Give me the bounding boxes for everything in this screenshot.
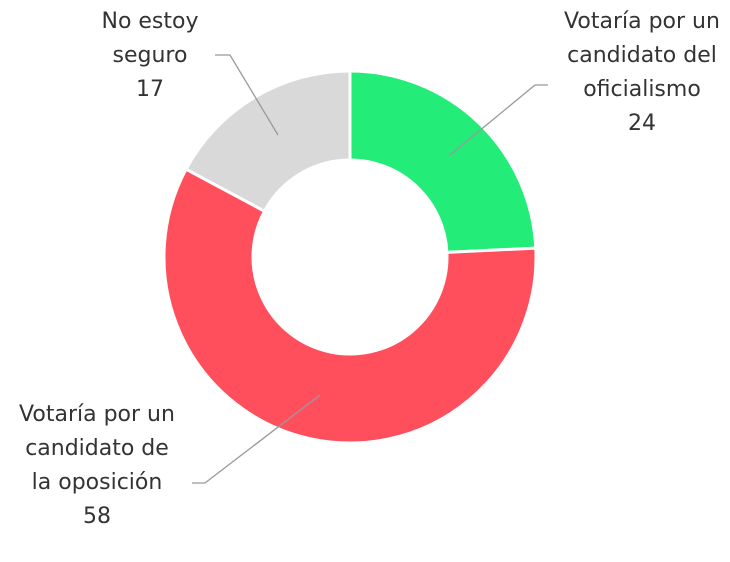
leader-line [192, 394, 321, 484]
slice [348, 69, 538, 254]
value-label: 24 [628, 111, 656, 136]
category-label: Votaría por un candidato del oficialismo [564, 9, 720, 102]
slice-label: Votaría por un candidato de la oposición… [17, 398, 177, 534]
slices [162, 69, 538, 445]
category-label: No estoy seguro [101, 9, 199, 68]
value-label: 17 [136, 77, 164, 102]
slice-label: No estoy seguro 17 [88, 5, 212, 107]
slice-label: Votaría por un candidato del oficialismo… [562, 5, 722, 141]
category-label: Votaría por un candidato de la oposición [19, 402, 175, 495]
leader-line [215, 54, 279, 136]
value-label: 58 [83, 504, 111, 529]
slice [162, 167, 538, 445]
leader-line [449, 84, 548, 156]
slice [184, 69, 352, 214]
